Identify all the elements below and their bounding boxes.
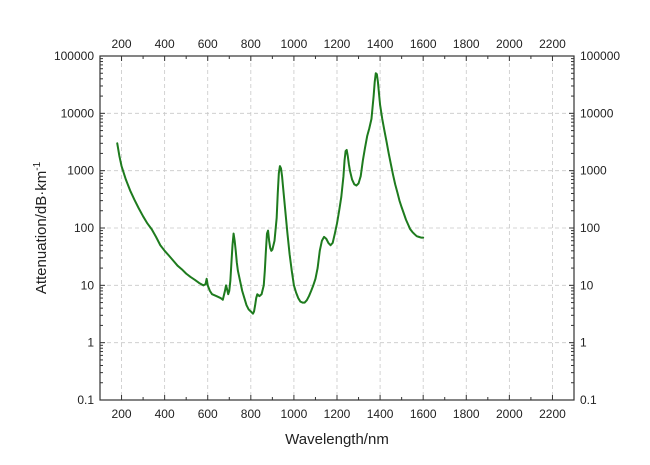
x-tick-label-top: 1800: [453, 37, 480, 51]
attenuation-series-line: [116, 72, 425, 315]
x-tick-label-top: 200: [112, 37, 132, 51]
y-tick-label-left: 0.1: [77, 393, 94, 407]
x-tick-label-top: 600: [198, 37, 218, 51]
x-tick-label-top: 2000: [496, 37, 523, 51]
x-tick-label-bottom: 400: [155, 407, 175, 421]
y-tick-label-right: 10: [580, 278, 594, 292]
x-tick-label-top: 1400: [367, 37, 394, 51]
x-axis-title: Wavelength/nm: [285, 431, 389, 448]
y-tick-label-left: 1: [87, 336, 94, 350]
x-tick-label-bottom: 1600: [410, 407, 437, 421]
x-tick-label-bottom: 1000: [281, 407, 308, 421]
grid-layer: [100, 55, 574, 401]
y-tick-label-left: 1000: [67, 164, 94, 178]
y-tick-label-right: 100: [580, 221, 600, 235]
y-axis-title-main: Attenuation/dB·km: [33, 171, 50, 294]
y-tick-label-right: 0.1: [580, 393, 597, 407]
y-tick-label-left: 100: [74, 221, 94, 235]
x-tick-label-bottom: 800: [241, 407, 261, 421]
y-tick-label-left: 10000: [61, 106, 95, 120]
x-tick-label-bottom: 1800: [453, 407, 480, 421]
x-tick-label-bottom: 200: [112, 407, 132, 421]
x-tick-label-top: 1200: [324, 37, 351, 51]
y-tick-label-left: 10: [81, 278, 95, 292]
y-tick-label-left: 100000: [54, 49, 94, 63]
x-tick-label-bottom: 1200: [324, 407, 351, 421]
x-tick-label-top: 1600: [410, 37, 437, 51]
x-tick-label-bottom: 600: [198, 407, 218, 421]
x-tick-label-bottom: 2000: [496, 407, 523, 421]
x-tick-label-bottom: 1400: [367, 407, 394, 421]
tick-label-layer: 2002004004006006008008001000100012001200…: [54, 37, 620, 421]
x-tick-label-bottom: 2200: [539, 407, 566, 421]
y-tick-label-right: 100000: [580, 49, 620, 63]
y-tick-label-right: 10000: [580, 106, 614, 120]
x-tick-label-top: 2200: [539, 37, 566, 51]
tick-layer: [100, 55, 575, 401]
x-tick-label-top: 400: [155, 37, 175, 51]
y-axis-title-superscript: -1: [32, 161, 43, 170]
y-tick-label-right: 1000: [580, 164, 607, 178]
x-tick-label-top: 1000: [281, 37, 308, 51]
series-layer: [116, 72, 425, 315]
y-tick-label-right: 1: [580, 336, 587, 350]
y-axis-title: Attenuation/dB·km-1: [32, 161, 50, 294]
x-tick-label-top: 800: [241, 37, 261, 51]
